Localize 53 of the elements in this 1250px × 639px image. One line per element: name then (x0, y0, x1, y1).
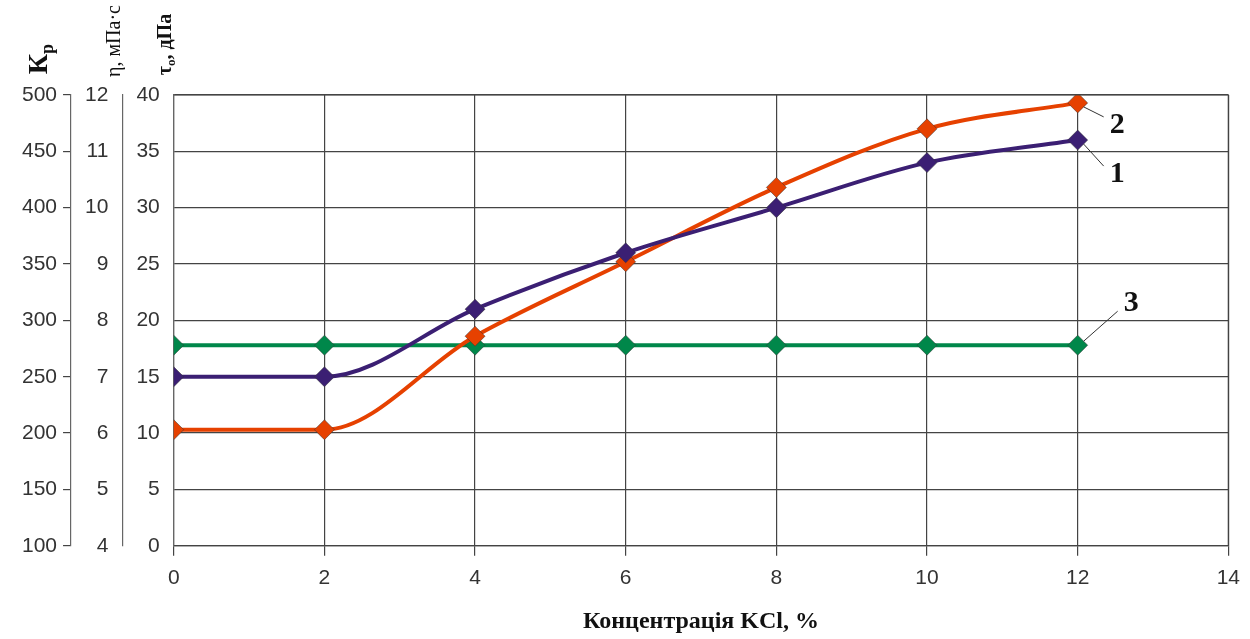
y-tick-label: 400 (21, 194, 58, 218)
point (314, 366, 335, 387)
x-tick-label: 0 (167, 565, 180, 589)
y3-tick-label: 35 (136, 138, 160, 162)
point (916, 152, 938, 173)
x-tick-label: 4 (469, 565, 482, 589)
y3-tick-label: 40 (136, 81, 160, 105)
y-tick-label: 100 (21, 532, 58, 556)
y3-tick-label: 0 (148, 532, 160, 556)
point (464, 298, 486, 320)
y3-axis-title: τо, дПа (152, 13, 179, 76)
point (1067, 129, 1088, 151)
y2-tick-label: 9 (96, 250, 109, 274)
y-tick-label: 500 (21, 81, 58, 105)
x-tick-label: 6 (619, 565, 632, 589)
x-tick-label: 2 (318, 565, 331, 589)
point (615, 242, 636, 264)
y2-tick-label: 6 (96, 419, 109, 443)
x-axis-title: Концентрація KCl, % (583, 607, 819, 634)
y-axis-title: Кр (21, 43, 57, 75)
x-tick-label: 14 (1216, 565, 1241, 589)
legend-label: 1 (1109, 154, 1125, 188)
point (314, 419, 335, 440)
point (1067, 95, 1088, 114)
y-tick-label: 200 (21, 419, 58, 443)
y3-tick-label: 30 (136, 194, 160, 218)
y2-tick-label: 8 (96, 307, 109, 331)
y2-axis-title: η, мПа·с (101, 4, 125, 77)
point (464, 325, 486, 347)
y2-tick-label: 7 (96, 363, 109, 387)
point (916, 118, 938, 140)
y-tick-label: 450 (21, 138, 58, 162)
y2-tick-label: 11 (86, 138, 109, 162)
y-tick-label: 250 (21, 363, 58, 387)
y3-tick-label: 15 (136, 363, 160, 387)
y2-tick-label: 5 (96, 476, 109, 500)
y-tick-label: 350 (21, 250, 58, 274)
y-tick-label: 300 (21, 307, 58, 331)
point (766, 177, 787, 198)
series-label: 3 (1123, 283, 1139, 317)
legend-label: 2 (1109, 105, 1125, 139)
x-tick-label: 8 (770, 565, 783, 589)
y3-tick-label: 10 (136, 419, 160, 443)
y3-tick-label: 25 (136, 250, 160, 274)
point (766, 197, 787, 218)
y-tick-label: 150 (21, 476, 58, 500)
y2-tick-label: 12 (85, 81, 109, 105)
y3-tick-label: 5 (148, 476, 160, 500)
y2-tick-label: 10 (85, 194, 109, 218)
x-tick-label: 10 (915, 565, 939, 589)
y3-tick-label: 20 (136, 307, 160, 331)
x-tick-label: 12 (1065, 565, 1090, 589)
y2-tick-label: 4 (96, 532, 109, 556)
